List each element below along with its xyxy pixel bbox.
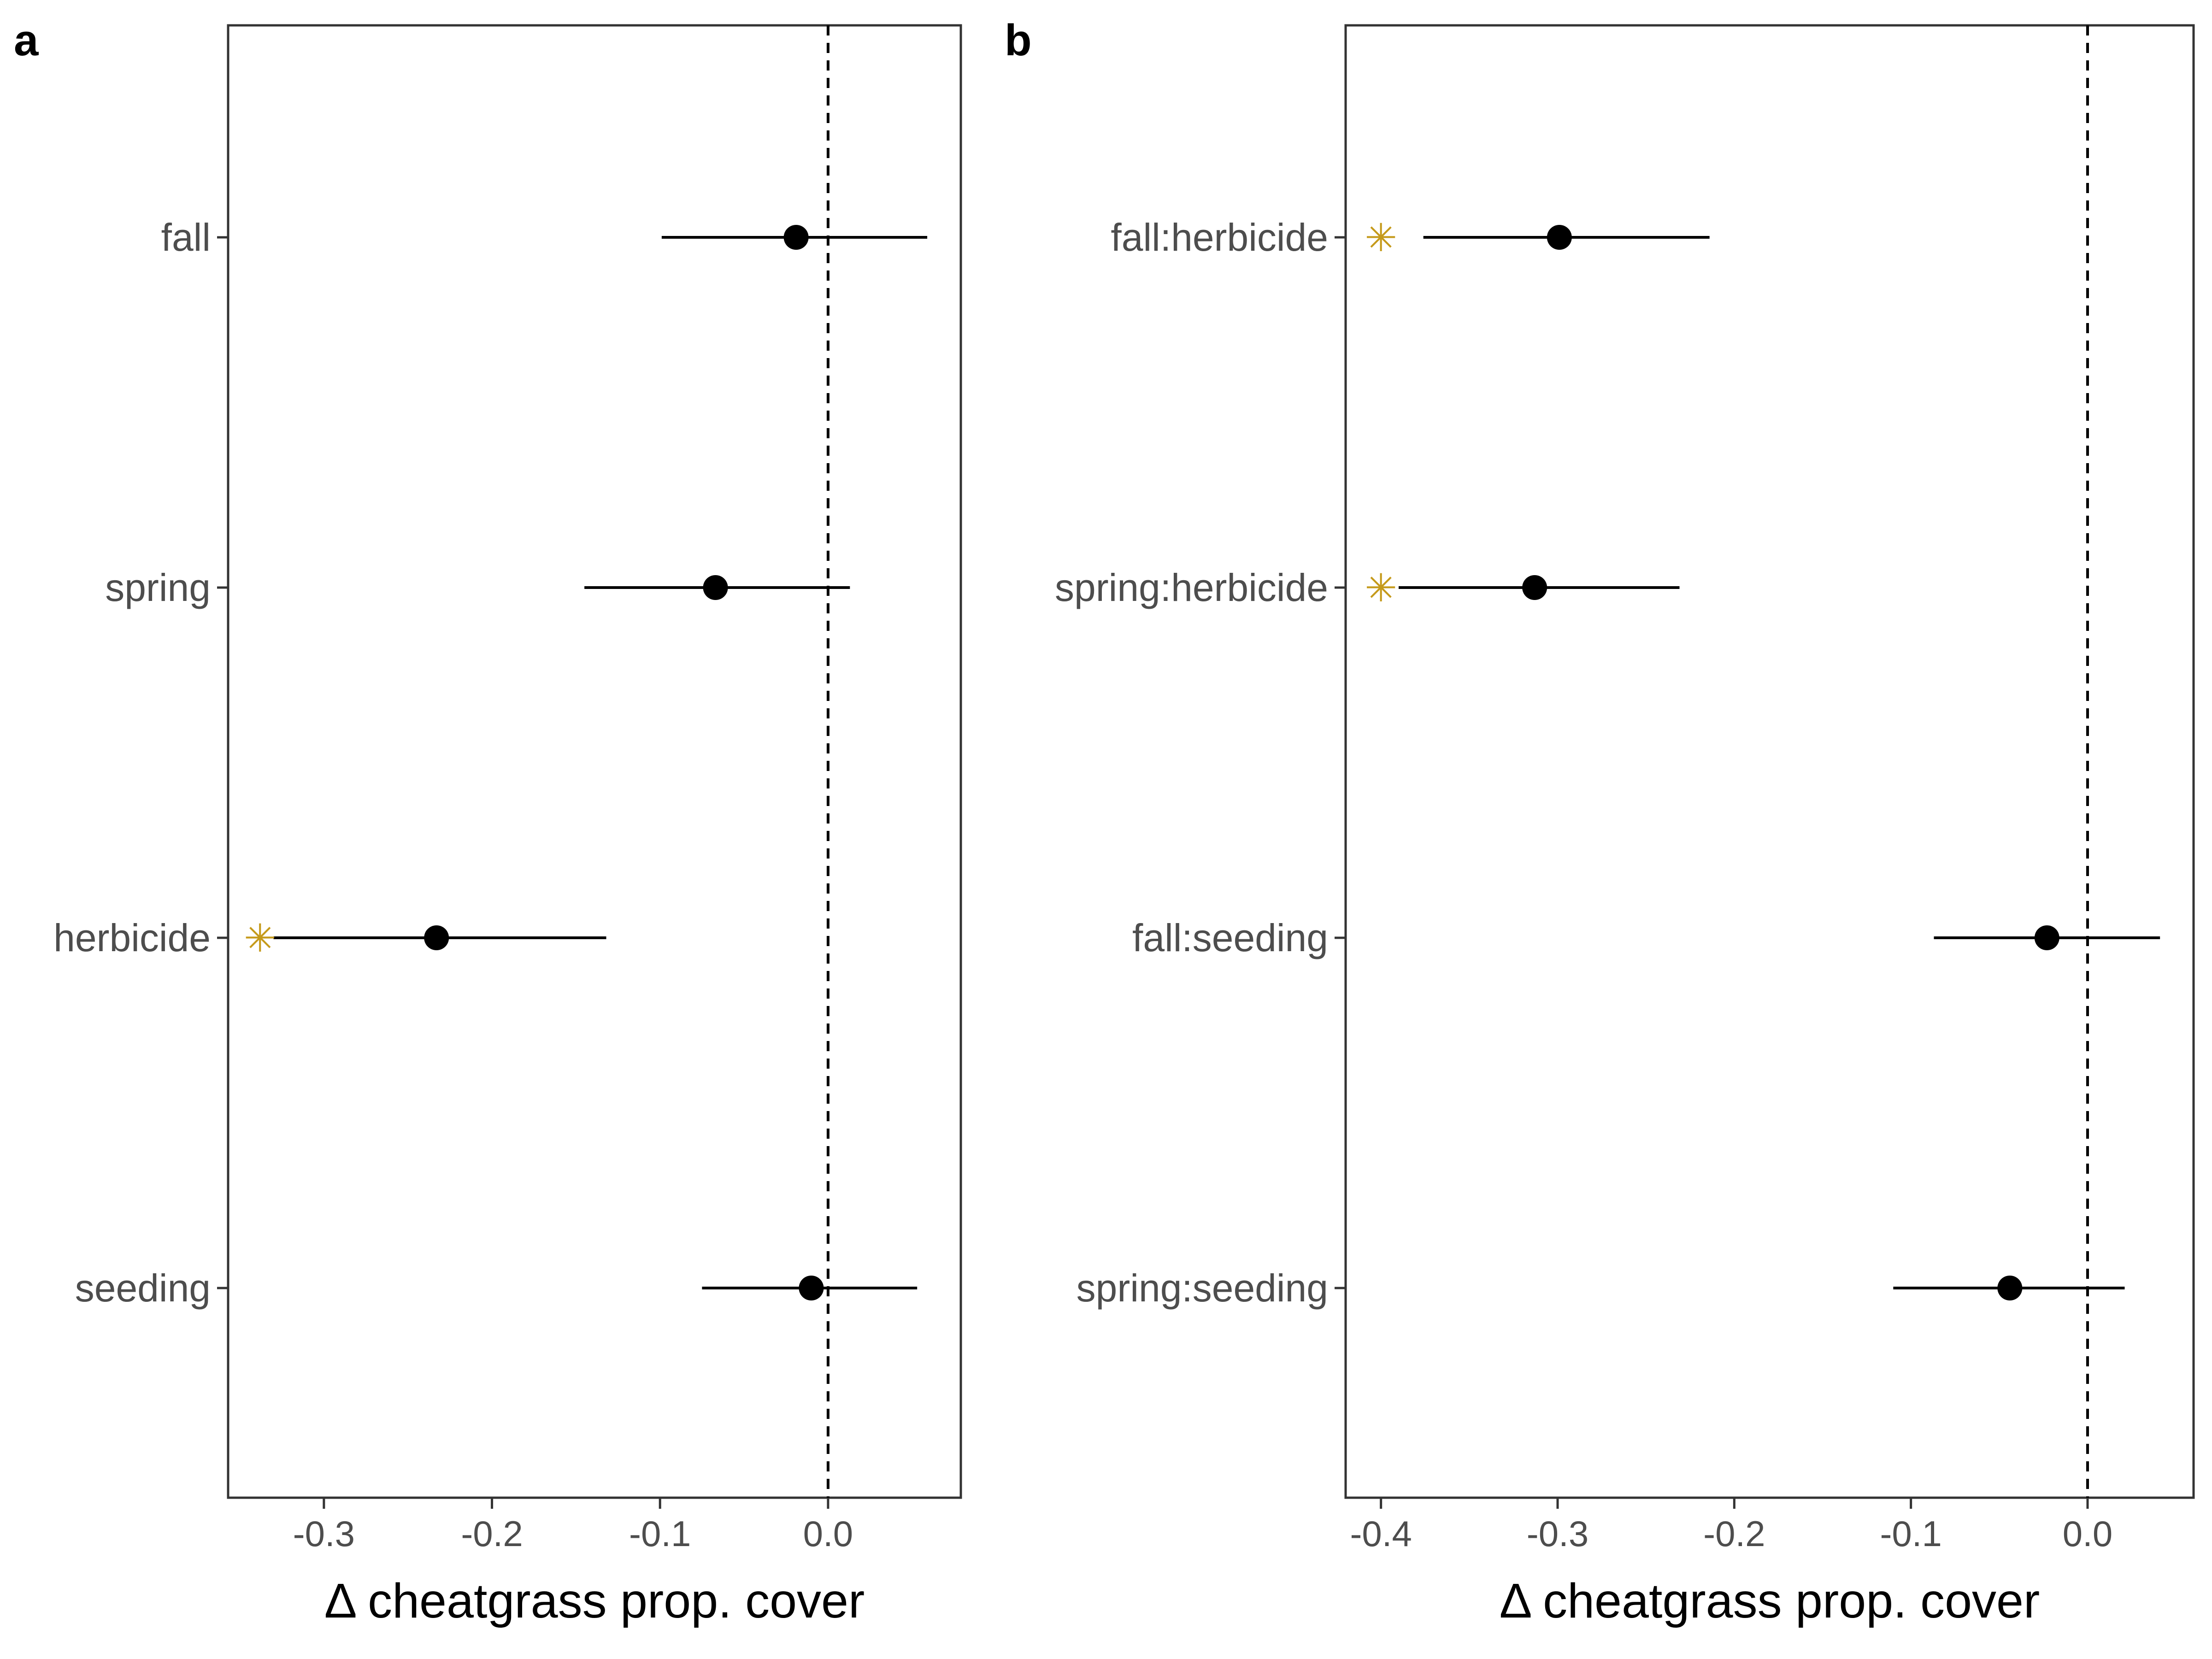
panel-a-point-fall xyxy=(783,225,809,250)
panel-a-x-axis-title: Δ cheatgrass prop. cover xyxy=(324,1574,865,1628)
panel-b-y-tick-label: spring:herbicide xyxy=(1055,566,1328,609)
panel-b-x-tick-label: -0.4 xyxy=(1350,1513,1412,1554)
panel-a-y-tick-label: seeding xyxy=(75,1266,211,1310)
panel-b-x-tick-label: -0.3 xyxy=(1527,1513,1588,1554)
panel-a-y-ticks: fall spring herbicide seeding xyxy=(53,216,228,1310)
panel-b-point-fall-herbicide xyxy=(1547,225,1572,250)
panel-a-x-tick-label: -0.2 xyxy=(461,1513,523,1554)
panel-a-frame xyxy=(227,24,962,1499)
panel-b-significance-asterisk-icon: ✳ xyxy=(1365,215,1397,260)
panel-b-y-tick-label: spring:seeding xyxy=(1077,1266,1328,1310)
panel-a-point-spring xyxy=(703,575,728,600)
panel-b-point-spring-seeding xyxy=(1997,1276,2023,1300)
panel-b: b fall:herbicide spring:herbicide fall:see… xyxy=(1005,16,2195,1628)
panel-a-x-tick-label: -0.1 xyxy=(629,1513,691,1554)
panel-a-marks: ✳ xyxy=(244,225,928,1300)
panel-a-y-tick-label: herbicide xyxy=(53,916,211,959)
panel-b-letter: b xyxy=(1005,16,1032,65)
panel-b-marks: ✳✳ xyxy=(1365,215,2160,1300)
panel-a-x-tick-label: 0.0 xyxy=(803,1513,853,1554)
panel-a-y-tick-label: fall xyxy=(161,216,211,259)
panel-a-x-ticks: -0.3 -0.2 -0.1 0.0 xyxy=(293,1498,853,1554)
panel-b-x-tick-label: -0.1 xyxy=(1880,1513,1941,1554)
panel-b-y-tick-label: fall:herbicide xyxy=(1111,216,1328,259)
panel-a-x-tick-label: -0.3 xyxy=(293,1513,355,1554)
panel-b-y-ticks: fall:herbicide spring:herbicide fall:seedi… xyxy=(1055,216,1346,1310)
panel-b-frame xyxy=(1344,24,2195,1499)
panel-a-point-herbicide xyxy=(424,925,449,950)
panel-a-y-tick-label: spring xyxy=(105,566,211,609)
panel-b-x-tick-label: -0.2 xyxy=(1703,1513,1765,1554)
panel-b-x-tick-label: 0.0 xyxy=(2063,1513,2112,1554)
panel-b-x-axis-title: Δ cheatgrass prop. cover xyxy=(1500,1574,2040,1628)
panel-a-significance-asterisk-icon: ✳ xyxy=(244,916,276,961)
panel-b-point-fall-seeding xyxy=(2034,925,2059,950)
panel-b-y-tick-label: fall:seeding xyxy=(1132,916,1328,959)
panel-a-point-seeding xyxy=(799,1276,824,1300)
panel-a-letter: a xyxy=(14,16,39,65)
panel-b-significance-asterisk-icon: ✳ xyxy=(1365,565,1397,611)
panel-b-x-ticks: -0.4 -0.3 -0.2 -0.1 0.0 xyxy=(1350,1498,2112,1554)
panel-b-point-spring-herbicide xyxy=(1522,575,1547,600)
